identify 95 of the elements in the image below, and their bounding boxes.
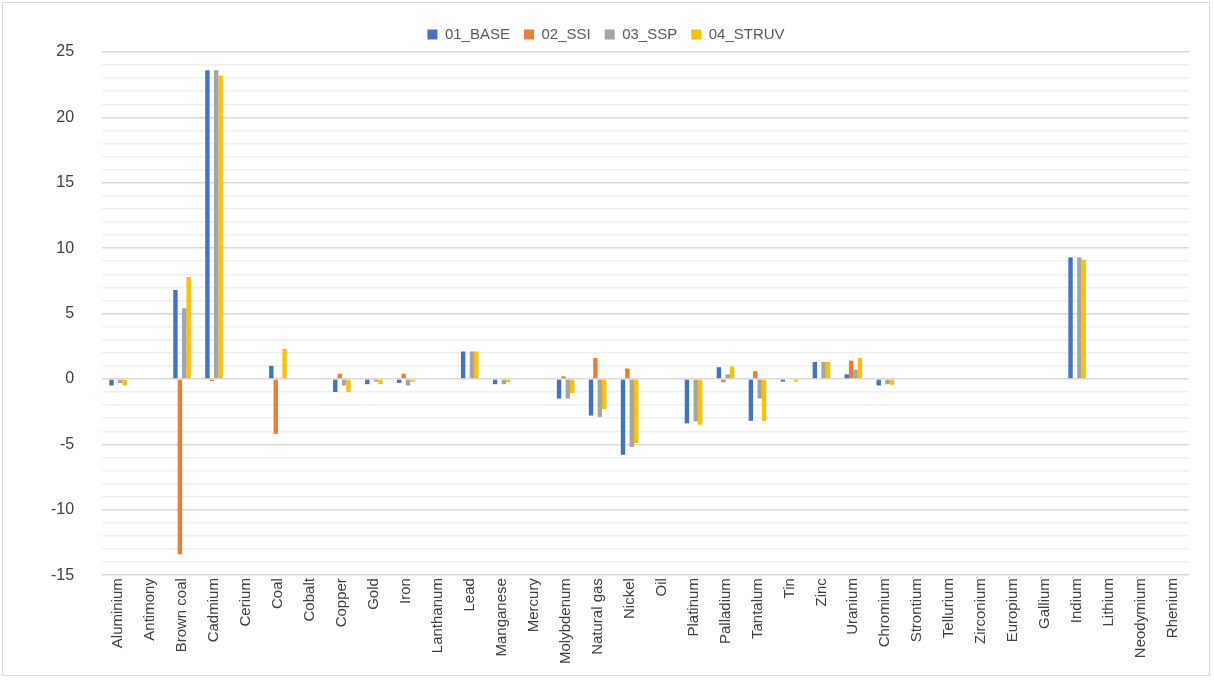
- bar: [885, 379, 890, 385]
- bar: [602, 379, 607, 410]
- x-tick-label: Copper: [332, 578, 350, 628]
- bar: [625, 368, 630, 379]
- x-tick-label: Antimony: [140, 577, 158, 641]
- bar: [684, 379, 690, 424]
- x-tick-label: Indium: [1067, 578, 1085, 624]
- x-tick-label: Cerium: [236, 578, 254, 627]
- bar: [821, 361, 826, 379]
- y-tick-label: -5: [59, 434, 75, 452]
- bar: [844, 374, 849, 379]
- y-tick-label: -15: [51, 565, 75, 583]
- x-tick-label: Europium: [1003, 578, 1021, 643]
- x-tick-label: Tin: [779, 578, 797, 599]
- bar: [1068, 257, 1073, 379]
- bar: [218, 75, 223, 379]
- bar: [469, 351, 475, 379]
- x-tick-label: Gallium: [1035, 578, 1053, 629]
- bar: [556, 379, 562, 399]
- bar: [273, 379, 278, 434]
- y-tick-label: 15: [56, 173, 75, 191]
- bar: [716, 367, 722, 379]
- y-tick-label: 20: [56, 107, 75, 125]
- x-tick-label: Strontium: [907, 578, 925, 643]
- x-tick-label: Aluminium: [108, 578, 126, 649]
- x-tick-label: Platinum: [683, 578, 701, 637]
- x-tick-label: Zirconium: [971, 578, 989, 644]
- bar: [460, 351, 466, 379]
- bar: [748, 379, 754, 421]
- bar: [620, 379, 626, 455]
- bar: [761, 379, 767, 421]
- bar: [173, 290, 178, 379]
- bar: [629, 379, 634, 447]
- bar: [177, 379, 183, 555]
- bar: [697, 379, 703, 425]
- bar: [588, 379, 594, 416]
- legend-label: 02_SSI: [541, 24, 591, 42]
- x-tick-label: Coal: [268, 578, 286, 609]
- x-tick-label: Lanthanum: [427, 578, 445, 654]
- bar: [378, 379, 383, 385]
- bar: [597, 379, 603, 417]
- x-tick-label: Iron: [395, 578, 413, 604]
- bar: [565, 379, 571, 399]
- bar: [633, 379, 639, 444]
- bar: [109, 379, 114, 386]
- y-tick-label: 10: [56, 238, 75, 256]
- bar: [1077, 257, 1082, 379]
- bar: [118, 379, 123, 383]
- x-tick-label: Zinc: [811, 577, 829, 607]
- bar: [853, 369, 858, 379]
- bar: [205, 70, 210, 379]
- x-tick-label: Lithium: [1099, 578, 1117, 627]
- x-tick-label: Oil: [651, 578, 669, 597]
- bar: [812, 361, 817, 379]
- x-tick-label: Palladium: [715, 578, 733, 644]
- y-tick-label: -10: [51, 500, 75, 518]
- x-tick-label: Tellurium: [939, 578, 957, 639]
- bar: [282, 348, 287, 379]
- x-tick-label: Tantalum: [747, 578, 765, 639]
- bar: [474, 351, 479, 379]
- x-tick-label: Brown coal: [172, 578, 190, 653]
- legend-label: 03_SSP: [622, 24, 678, 42]
- x-tick-label: Neodymium: [1131, 578, 1149, 659]
- bar: [757, 379, 762, 399]
- bar: [269, 365, 274, 379]
- bar: [401, 373, 406, 379]
- legend-label: 01_BASE: [444, 24, 510, 42]
- bar: [593, 358, 598, 379]
- bar: [857, 358, 863, 379]
- legend-label: 04_STRUV: [708, 24, 785, 42]
- bar: [182, 308, 187, 379]
- bar: [506, 379, 511, 383]
- bar: [1081, 259, 1086, 379]
- x-tick-label: Manganese: [491, 578, 509, 657]
- x-tick-label: Rhenium: [1163, 578, 1181, 639]
- x-tick-label: Cadmium: [204, 578, 222, 643]
- x-tick-label: Uranium: [843, 578, 861, 635]
- x-tick-label: Cobalt: [300, 577, 318, 622]
- x-tick-label: Gold: [363, 578, 381, 610]
- x-tick-label: Nickel: [619, 578, 637, 619]
- bar: [337, 373, 342, 379]
- bar: [346, 379, 351, 393]
- bar: [186, 276, 191, 379]
- x-tick-label: Natural gas: [587, 578, 605, 655]
- bar: [214, 70, 219, 379]
- y-tick-label: 5: [65, 303, 75, 321]
- bar: [753, 371, 758, 379]
- y-tick-label: 25: [56, 42, 75, 60]
- x-tick-label: Chromium: [875, 578, 893, 648]
- y-tick-label: 0: [65, 369, 75, 387]
- bar: [725, 374, 730, 379]
- x-tick-label: Molybdenum: [555, 578, 573, 665]
- x-tick-label: Mercury: [523, 577, 541, 633]
- x-tick-label: Lead: [459, 578, 477, 612]
- bar: [825, 361, 831, 379]
